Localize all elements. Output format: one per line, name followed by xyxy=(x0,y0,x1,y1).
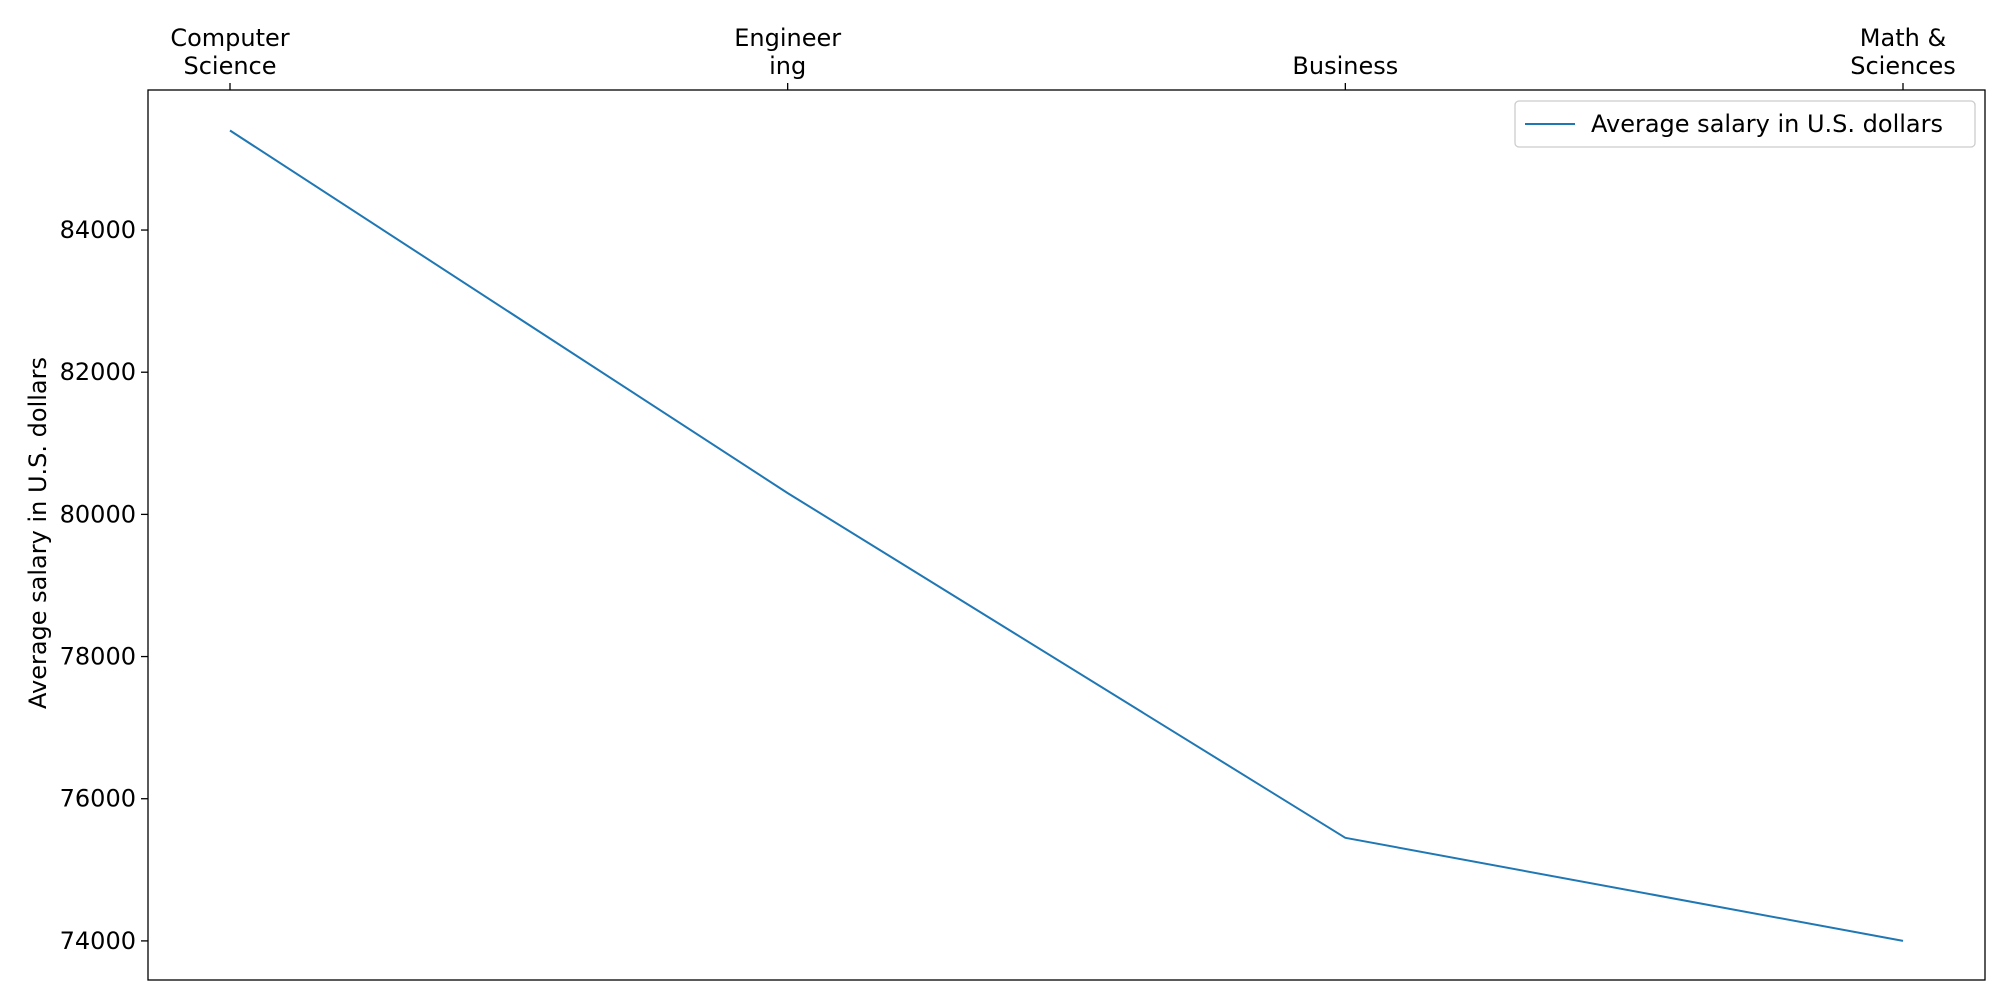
x-tick-label: Math &Sciences xyxy=(1850,24,1956,80)
legend: Average salary in U.S. dollars xyxy=(1515,101,1975,147)
y-tick-label: 74000 xyxy=(60,927,136,955)
y-tick-label: 80000 xyxy=(60,500,136,528)
y-tick-label: 78000 xyxy=(60,643,136,671)
x-tick-label-line: Science xyxy=(183,52,276,80)
plot-area xyxy=(148,90,1985,980)
series-line xyxy=(230,131,1903,941)
y-tick-label: 82000 xyxy=(60,358,136,386)
x-tick-label: Business xyxy=(1292,52,1398,80)
x-tick-label-line: Math & xyxy=(1860,24,1946,52)
x-tick-label-line: ing xyxy=(769,52,806,80)
y-axis: 74000 76000 78000 80000 82000 84000 xyxy=(60,216,148,955)
x-tick-label-line: Sciences xyxy=(1850,52,1956,80)
y-axis-label: Average salary in U.S. dollars xyxy=(24,357,52,709)
plot-frame xyxy=(148,90,1985,980)
x-tick-label-line: Business xyxy=(1292,52,1398,80)
x-tick-label-line: Computer xyxy=(170,24,289,52)
legend-label: Average salary in U.S. dollars xyxy=(1591,110,1943,138)
series-layer xyxy=(230,130,1903,941)
x-tick-label-line: Engineer xyxy=(734,24,841,52)
y-tick-label: 84000 xyxy=(60,216,136,244)
y-tick-label: 76000 xyxy=(60,785,136,813)
